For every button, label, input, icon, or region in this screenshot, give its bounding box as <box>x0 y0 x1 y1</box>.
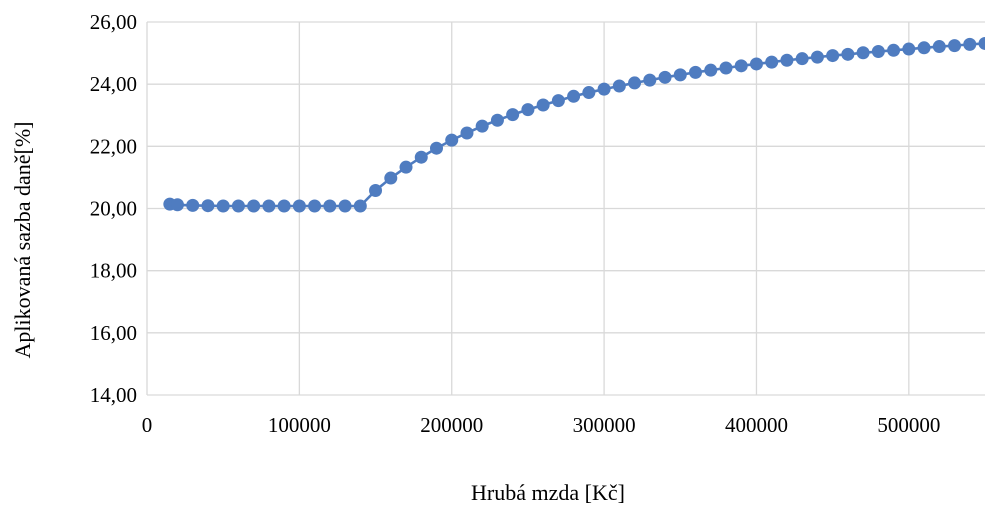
data-point <box>810 50 824 64</box>
data-point <box>353 199 367 213</box>
x-tick-label: 300000 <box>573 413 636 437</box>
data-point <box>521 103 535 117</box>
x-axis-tick-labels: 0 100000 200000 300000 400000 500000 <box>142 413 941 437</box>
data-point <box>323 199 337 213</box>
data-point <box>475 119 489 133</box>
data-point <box>841 47 855 61</box>
data-point <box>643 73 657 87</box>
y-axis-tick-labels: 14,00 16,00 18,00 20,00 22,00 24,00 26,00 <box>90 10 137 407</box>
y-tick-label: 18,00 <box>90 259 137 283</box>
data-point <box>887 43 901 57</box>
data-point <box>917 41 931 55</box>
x-axis-title: Hrubá mzda [Kč] <box>471 480 625 505</box>
data-point <box>948 39 962 53</box>
data-point <box>186 198 200 212</box>
y-tick-label: 16,00 <box>90 321 137 345</box>
y-tick-label: 24,00 <box>90 72 137 96</box>
data-point <box>795 52 809 66</box>
data-point <box>673 68 687 82</box>
data-point <box>369 183 383 197</box>
data-point <box>749 57 763 71</box>
y-tick-label: 26,00 <box>90 10 137 34</box>
data-point <box>582 86 596 100</box>
data-point <box>445 133 459 147</box>
x-tick-label: 100000 <box>268 413 331 437</box>
data-point <box>689 65 703 79</box>
data-point <box>704 63 718 77</box>
data-point <box>460 126 474 140</box>
data-point <box>567 89 581 103</box>
series-group <box>163 36 985 213</box>
y-axis-title: Aplikovaná sazba daně[%] <box>10 121 35 358</box>
data-point <box>247 199 261 213</box>
data-point <box>231 199 245 213</box>
x-tick-label: 0 <box>142 413 153 437</box>
data-point <box>216 199 230 213</box>
data-point <box>262 199 276 213</box>
data-point <box>384 171 398 185</box>
data-point <box>399 160 413 174</box>
x-tick-label: 200000 <box>420 413 483 437</box>
data-point <box>932 40 946 54</box>
data-point <box>506 108 520 122</box>
data-point <box>719 61 733 75</box>
data-point <box>490 113 504 127</box>
data-point <box>628 76 642 90</box>
data-point <box>414 150 428 164</box>
y-tick-label: 20,00 <box>90 197 137 221</box>
data-point <box>338 199 352 213</box>
data-point <box>658 70 672 84</box>
data-point <box>978 36 985 50</box>
data-point <box>734 59 748 73</box>
x-tick-label: 500000 <box>877 413 940 437</box>
data-point <box>551 94 565 108</box>
data-point <box>536 98 550 112</box>
data-point <box>902 42 916 56</box>
data-point <box>170 198 184 212</box>
data-point <box>826 49 840 63</box>
data-point <box>612 79 626 93</box>
data-point <box>429 141 443 155</box>
data-point <box>597 82 611 96</box>
data-point <box>308 199 322 213</box>
y-tick-label: 14,00 <box>90 383 137 407</box>
series-line <box>169 42 985 208</box>
x-tick-label: 400000 <box>725 413 788 437</box>
data-point <box>292 199 306 213</box>
data-point <box>871 45 885 59</box>
data-point <box>277 199 291 213</box>
data-point <box>856 46 870 60</box>
data-point <box>765 55 779 69</box>
data-point <box>780 53 794 67</box>
y-tick-label: 22,00 <box>90 134 137 158</box>
data-point <box>201 199 215 213</box>
data-point <box>963 37 977 51</box>
